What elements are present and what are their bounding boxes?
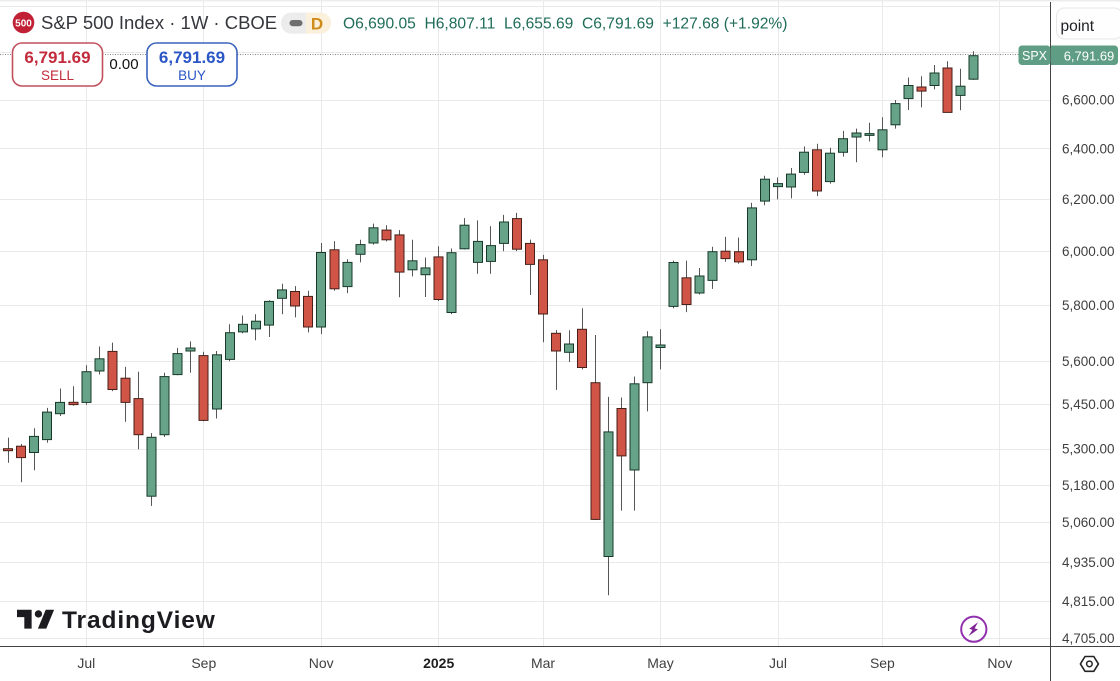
svg-text:5,450.00: 5,450.00 [1062,397,1115,412]
svg-text:TradingView: TradingView [62,607,216,634]
svg-text:point: point [1061,18,1095,35]
svg-text:Jul: Jul [769,655,787,671]
svg-text:6,791.69: 6,791.69 [159,48,225,67]
svg-text:Sep: Sep [191,655,216,671]
svg-text:SPX: SPX [1022,49,1048,63]
svg-text:S&P 500 Index · 1W · CBOE: S&P 500 Index · 1W · CBOE [41,12,277,33]
svg-text:6,791.69: 6,791.69 [1064,49,1115,64]
svg-text:Mar: Mar [531,655,555,671]
svg-text:D: D [311,15,323,34]
svg-text:6,200.00: 6,200.00 [1062,192,1115,207]
svg-text:5,300.00: 5,300.00 [1062,442,1115,457]
svg-text:0.00: 0.00 [109,56,138,73]
svg-text:2025: 2025 [423,655,454,671]
svg-text:May: May [647,655,673,671]
svg-text:4,705.00: 4,705.00 [1062,631,1115,646]
svg-text:5,800.00: 5,800.00 [1062,298,1115,313]
svg-text:5,060.00: 5,060.00 [1062,515,1115,530]
svg-text:5,180.00: 5,180.00 [1062,478,1115,493]
svg-text:Nov: Nov [309,655,334,671]
svg-text:4,935.00: 4,935.00 [1062,555,1115,570]
svg-text:6,000.00: 6,000.00 [1062,244,1115,259]
svg-text:Nov: Nov [987,655,1012,671]
svg-text:500: 500 [15,18,32,29]
svg-text:4,815.00: 4,815.00 [1062,594,1115,609]
svg-text:6,600.00: 6,600.00 [1062,93,1115,108]
svg-text:5,600.00: 5,600.00 [1062,354,1115,369]
svg-text:Jul: Jul [77,655,95,671]
svg-text:6,791.69: 6,791.69 [24,48,90,67]
svg-text:O6,690.05 H6,807.11 L6,655.6: O6,690.05 H6,807.11 L6,655.69 C6,791.69 … [343,16,787,33]
svg-text:SELL: SELL [41,68,75,83]
svg-text:Sep: Sep [870,655,895,671]
svg-text:BUY: BUY [178,68,206,83]
svg-text:6,400.00: 6,400.00 [1062,142,1115,157]
